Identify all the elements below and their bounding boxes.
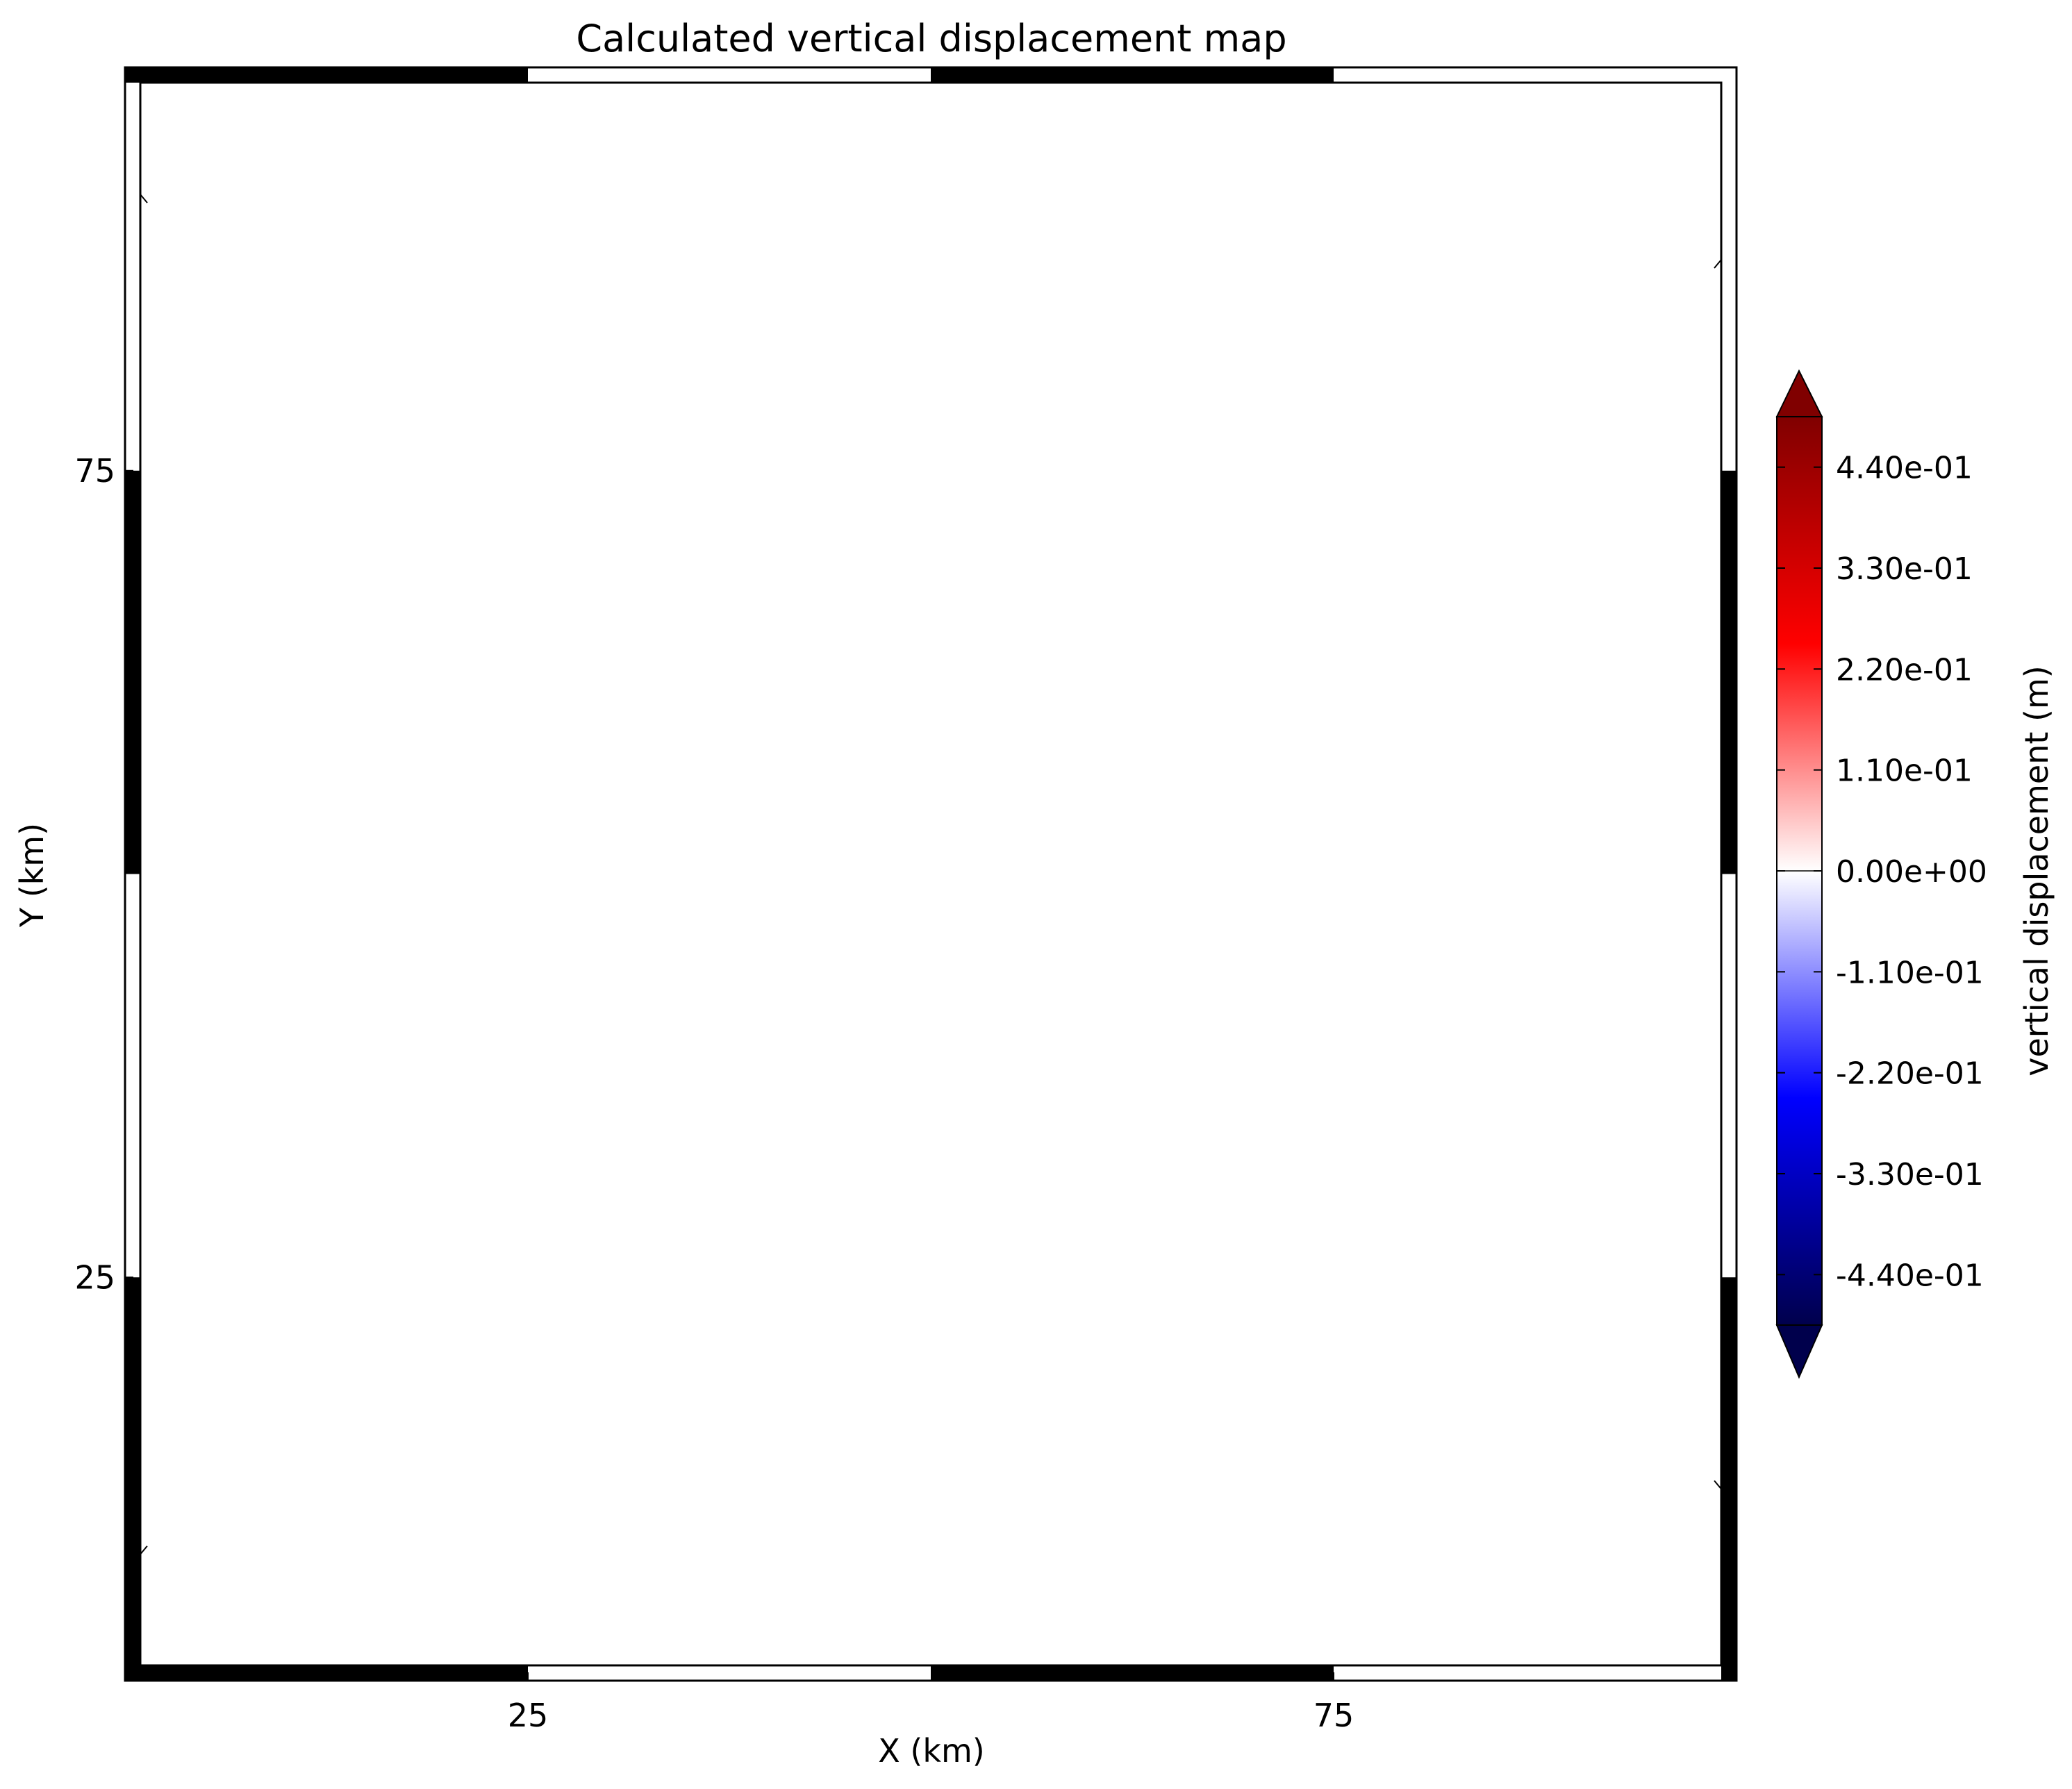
y-axis-ticks: 25 75 bbox=[74, 452, 133, 1296]
corner-mark bbox=[140, 194, 148, 203]
frame-segment-right bbox=[1721, 1277, 1737, 1681]
colorbar-tick-label: 1.10e-01 bbox=[1836, 754, 1973, 789]
colorbar: 4.40e-01 3.30e-01 2.20e-01 1.10e-01 0.00e+00… bbox=[1775, 369, 2055, 1379]
y-tick-label: 25 bbox=[74, 1258, 115, 1296]
frame-segment-top bbox=[125, 67, 528, 83]
colorbar-extend-min bbox=[1775, 1324, 1823, 1379]
colorbar-tick-label: -1.10e-01 bbox=[1836, 955, 1984, 990]
x-axis-ticks: 25 75 bbox=[508, 1672, 1354, 1734]
y-tick-label: 75 bbox=[74, 452, 115, 490]
frame-segment-right bbox=[1721, 470, 1737, 874]
frame-segment-bottom bbox=[125, 1665, 528, 1681]
frame-segment-bottom bbox=[931, 1665, 1334, 1681]
outer-frame-border bbox=[124, 66, 1738, 1682]
colorbar-tick-label: -2.20e-01 bbox=[1836, 1056, 1984, 1092]
colorbar-tick-label: -3.30e-01 bbox=[1836, 1157, 1984, 1192]
colorbar-ticks: 4.40e-01 3.30e-01 2.20e-01 1.10e-01 0.00e+00… bbox=[1777, 451, 1987, 1293]
inner-frame-border bbox=[139, 81, 1723, 1667]
frame-segment-left bbox=[125, 1277, 140, 1681]
colorbar-tick-label: 2.20e-01 bbox=[1836, 652, 1973, 688]
colorbar-tick-label: 4.40e-01 bbox=[1836, 451, 1973, 486]
corner-mark bbox=[1714, 1480, 1722, 1490]
colorbar-tick-label: 3.30e-01 bbox=[1836, 551, 1973, 587]
colorbar-tick-label: -4.40e-01 bbox=[1836, 1258, 1984, 1293]
plot-area bbox=[125, 67, 1737, 1681]
colorbar-tick-label: 0.00e+00 bbox=[1836, 854, 1987, 890]
map-frame bbox=[125, 67, 1737, 1681]
x-tick-label: 25 bbox=[508, 1697, 549, 1734]
colorbar-label: vertical displacement (m) bbox=[2018, 665, 2055, 1076]
x-tick-label: 75 bbox=[1313, 1697, 1354, 1734]
frame-segment-left bbox=[125, 470, 140, 874]
y-axis-label: Y (km) bbox=[13, 823, 51, 928]
corner-mark bbox=[1714, 259, 1722, 269]
corner-mark bbox=[140, 1545, 148, 1555]
frame-segment-top bbox=[931, 67, 1334, 83]
chart-title: Calculated vertical displacement map bbox=[576, 17, 1286, 60]
colorbar-extend-max bbox=[1775, 369, 1823, 417]
x-axis-label: X (km) bbox=[878, 1732, 984, 1770]
